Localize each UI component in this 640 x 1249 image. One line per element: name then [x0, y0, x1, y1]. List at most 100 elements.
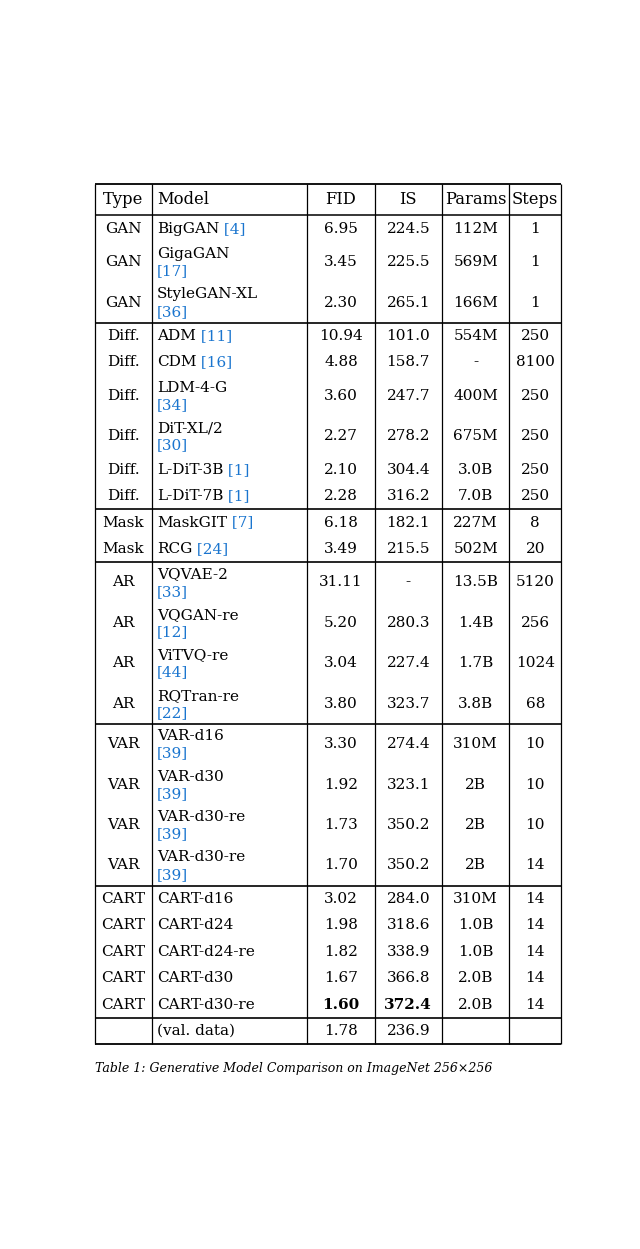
Text: Model: Model: [157, 191, 209, 209]
Text: CDM: CDM: [157, 356, 196, 370]
Text: 68: 68: [525, 697, 545, 711]
Text: DiT-XL/2: DiT-XL/2: [157, 421, 223, 435]
Text: 554M: 554M: [453, 328, 498, 343]
Text: Table 1: Generative Model Comparison on ImageNet 256×256: Table 1: Generative Model Comparison on …: [95, 1062, 492, 1074]
Text: 14: 14: [525, 858, 545, 873]
Text: 2.10: 2.10: [324, 462, 358, 477]
Text: 227M: 227M: [453, 516, 498, 530]
Text: [1]: [1]: [223, 462, 250, 477]
Text: -: -: [473, 356, 478, 370]
Text: 675M: 675M: [453, 430, 498, 443]
Text: 1.67: 1.67: [324, 972, 358, 985]
Text: [44]: [44]: [157, 666, 188, 679]
Text: [24]: [24]: [192, 542, 228, 556]
Text: VAR-d30-re: VAR-d30-re: [157, 809, 245, 824]
Text: Diff.: Diff.: [107, 430, 140, 443]
Text: VAR: VAR: [107, 778, 140, 792]
Text: RCG: RCG: [157, 542, 192, 556]
Text: 158.7: 158.7: [387, 356, 430, 370]
Text: [33]: [33]: [157, 585, 188, 598]
Text: 284.0: 284.0: [387, 892, 430, 906]
Text: 1.70: 1.70: [324, 858, 358, 873]
Text: 6.95: 6.95: [324, 221, 358, 236]
Text: 338.9: 338.9: [387, 944, 430, 959]
Text: 7.0B: 7.0B: [458, 490, 493, 503]
Text: 166M: 166M: [453, 296, 498, 310]
Text: AR: AR: [112, 697, 134, 711]
Text: 3.30: 3.30: [324, 737, 358, 751]
Text: 502M: 502M: [453, 542, 498, 556]
Text: 2.30: 2.30: [324, 296, 358, 310]
Text: MaskGIT: MaskGIT: [157, 516, 227, 530]
Text: CART: CART: [101, 944, 145, 959]
Text: VAR: VAR: [107, 818, 140, 832]
Text: -: -: [406, 576, 411, 590]
Text: 569M: 569M: [453, 255, 498, 269]
Text: 3.04: 3.04: [324, 656, 358, 671]
Text: 5.20: 5.20: [324, 616, 358, 629]
Text: 1024: 1024: [516, 656, 555, 671]
Text: 1.92: 1.92: [324, 778, 358, 792]
Text: BigGAN: BigGAN: [157, 221, 219, 236]
Text: IS: IS: [399, 191, 417, 209]
Text: GAN: GAN: [105, 296, 141, 310]
Text: 400M: 400M: [453, 388, 498, 403]
Text: 250: 250: [521, 462, 550, 477]
Text: (val. data): (val. data): [157, 1024, 235, 1038]
Text: CART-d24-re: CART-d24-re: [157, 944, 255, 959]
Text: 1: 1: [531, 221, 540, 236]
Text: CART: CART: [101, 892, 145, 906]
Text: CART-d16: CART-d16: [157, 892, 233, 906]
Text: 250: 250: [521, 490, 550, 503]
Text: [17]: [17]: [157, 265, 188, 279]
Text: 323.7: 323.7: [387, 697, 430, 711]
Text: 31.11: 31.11: [319, 576, 363, 590]
Text: 3.8B: 3.8B: [458, 697, 493, 711]
Text: 278.2: 278.2: [387, 430, 430, 443]
Text: 1.78: 1.78: [324, 1024, 358, 1038]
Text: 265.1: 265.1: [387, 296, 430, 310]
Text: 323.1: 323.1: [387, 778, 430, 792]
Text: 1.98: 1.98: [324, 918, 358, 932]
Text: 3.0B: 3.0B: [458, 462, 493, 477]
Text: 4.88: 4.88: [324, 356, 358, 370]
Text: LDM-4-G: LDM-4-G: [157, 381, 227, 395]
Text: 304.4: 304.4: [387, 462, 430, 477]
Text: Diff.: Diff.: [107, 388, 140, 403]
Text: [39]: [39]: [157, 827, 188, 842]
Text: CART: CART: [101, 998, 145, 1012]
Text: ViTVQ-re: ViTVQ-re: [157, 648, 228, 662]
Text: VQGAN-re: VQGAN-re: [157, 608, 239, 622]
Text: L-DiT-7B: L-DiT-7B: [157, 490, 223, 503]
Text: 227.4: 227.4: [387, 656, 430, 671]
Text: CART-d24: CART-d24: [157, 918, 233, 932]
Text: Diff.: Diff.: [107, 328, 140, 343]
Text: [12]: [12]: [157, 626, 188, 639]
Text: Mask: Mask: [102, 542, 144, 556]
Text: CART: CART: [101, 972, 145, 985]
Text: CART: CART: [101, 918, 145, 932]
Text: [39]: [39]: [157, 868, 188, 882]
Text: 1.60: 1.60: [323, 998, 360, 1012]
Text: 224.5: 224.5: [387, 221, 430, 236]
Text: 1.73: 1.73: [324, 818, 358, 832]
Text: [11]: [11]: [196, 328, 232, 343]
Text: 372.4: 372.4: [385, 998, 432, 1012]
Text: 10: 10: [525, 778, 545, 792]
Text: Mask: Mask: [102, 516, 144, 530]
Text: 310M: 310M: [453, 892, 498, 906]
Text: [22]: [22]: [157, 706, 188, 719]
Text: 250: 250: [521, 430, 550, 443]
Text: GAN: GAN: [105, 221, 141, 236]
Text: VAR-d30: VAR-d30: [157, 769, 223, 783]
Text: 5120: 5120: [516, 576, 555, 590]
Text: ADM: ADM: [157, 328, 196, 343]
Text: [30]: [30]: [157, 438, 188, 452]
Text: 10: 10: [525, 737, 545, 751]
Text: AR: AR: [112, 576, 134, 590]
Text: 250: 250: [521, 328, 550, 343]
Text: 215.5: 215.5: [387, 542, 430, 556]
Text: Params: Params: [445, 191, 506, 209]
Text: 1.4B: 1.4B: [458, 616, 493, 629]
Text: 280.3: 280.3: [387, 616, 430, 629]
